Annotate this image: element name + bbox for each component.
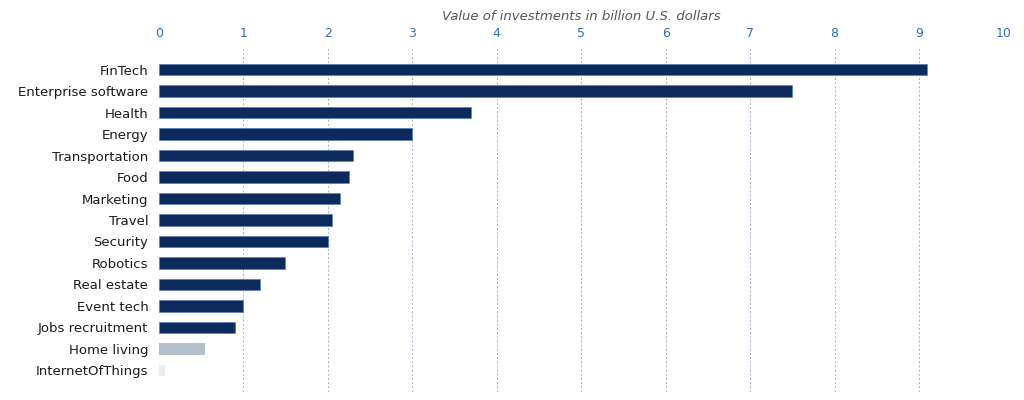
Bar bbox=[159, 107, 471, 118]
Bar bbox=[159, 236, 328, 248]
Bar bbox=[159, 85, 793, 97]
Bar bbox=[159, 343, 205, 355]
Bar bbox=[159, 128, 412, 140]
Bar bbox=[159, 257, 286, 269]
Bar bbox=[159, 192, 340, 204]
Bar bbox=[159, 150, 353, 162]
Bar bbox=[159, 322, 234, 333]
Bar bbox=[159, 214, 332, 226]
Bar bbox=[159, 300, 244, 312]
X-axis label: Value of investments in billion U.S. dollars: Value of investments in billion U.S. dol… bbox=[441, 10, 721, 24]
Bar bbox=[159, 64, 928, 76]
Bar bbox=[159, 278, 260, 290]
Bar bbox=[159, 364, 166, 376]
Bar bbox=[159, 171, 349, 183]
